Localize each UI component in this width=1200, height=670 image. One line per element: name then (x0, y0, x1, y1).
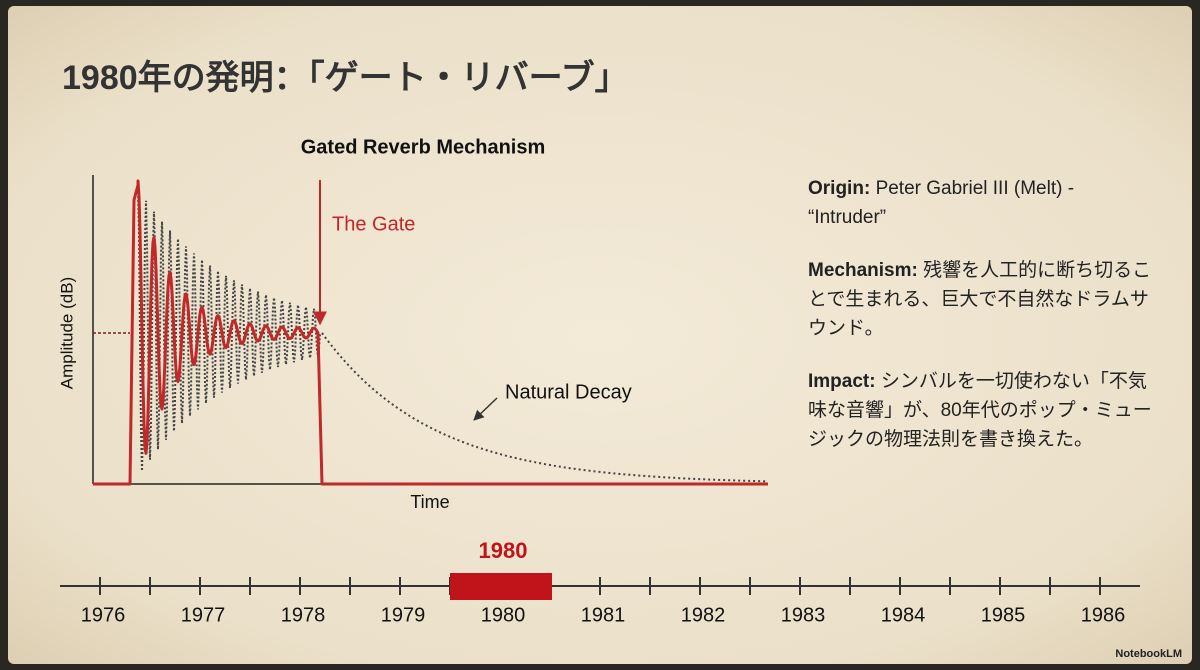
highlight-label: 1980 (479, 538, 528, 563)
note: Origin: Peter Gabriel III (Melt) - “Intr… (808, 174, 1153, 232)
note: Mechanism: 残響を人工的に断ち切ることで生まれる、巨大で不自然なドラム… (808, 256, 1153, 343)
decay-arrow (473, 397, 498, 421)
year-label: 1976 (81, 604, 126, 626)
year-label: 1985 (981, 604, 1026, 626)
note-label: Mechanism: (808, 260, 918, 281)
gate-label: The Gate (332, 213, 415, 235)
note-label: Origin: (808, 178, 871, 199)
note-label: Impact: (808, 371, 876, 392)
note-text: 残響を人工的に断ち切ることで生まれる、巨大で不自然なドラムサウンド。 (808, 260, 1152, 339)
notes: Origin: Peter Gabriel III (Melt) - “Intr… (808, 174, 1153, 478)
year-label: 1983 (781, 604, 826, 626)
natural-reverb (137, 180, 321, 472)
year-label: 1980 (481, 604, 526, 626)
gated-signal (93, 179, 768, 486)
year-label: 1984 (881, 604, 926, 626)
timeline: 1976 1977 1978 1979 1980 1981 1982 1983 1984 1985… (81, 538, 1126, 626)
year-label: 1979 (381, 604, 426, 626)
decay-label: Natural Decay (505, 381, 632, 403)
year-label: 1982 (681, 604, 726, 626)
highlight-bar (450, 573, 552, 600)
year-label: 1977 (181, 604, 226, 626)
x-axis-label: Time (410, 492, 449, 512)
slide-title: 1980年の発明：「ゲート・リバーブ」 (62, 59, 629, 97)
y-axis-label: Amplitude (dB) (57, 277, 76, 389)
note-text: Peter Gabriel III (Melt) - “Intruder” (808, 178, 1075, 228)
year-label: 1978 (281, 604, 326, 626)
year-label: 1986 (1081, 604, 1126, 626)
note-text: シンバルを一切使わない「不気味な音響」が、80年代のポップ・ミュージックの物理法… (808, 371, 1152, 450)
watermark: NotebookLM (1115, 648, 1182, 660)
natural-decay-curve (321, 332, 767, 483)
diagram-title: Gated Reverb Mechanism (301, 136, 546, 158)
note: Impact: シンバルを一切使わない「不気味な音響」が、80年代のポップ・ミュ… (808, 367, 1153, 454)
year-label: 1981 (581, 604, 626, 626)
